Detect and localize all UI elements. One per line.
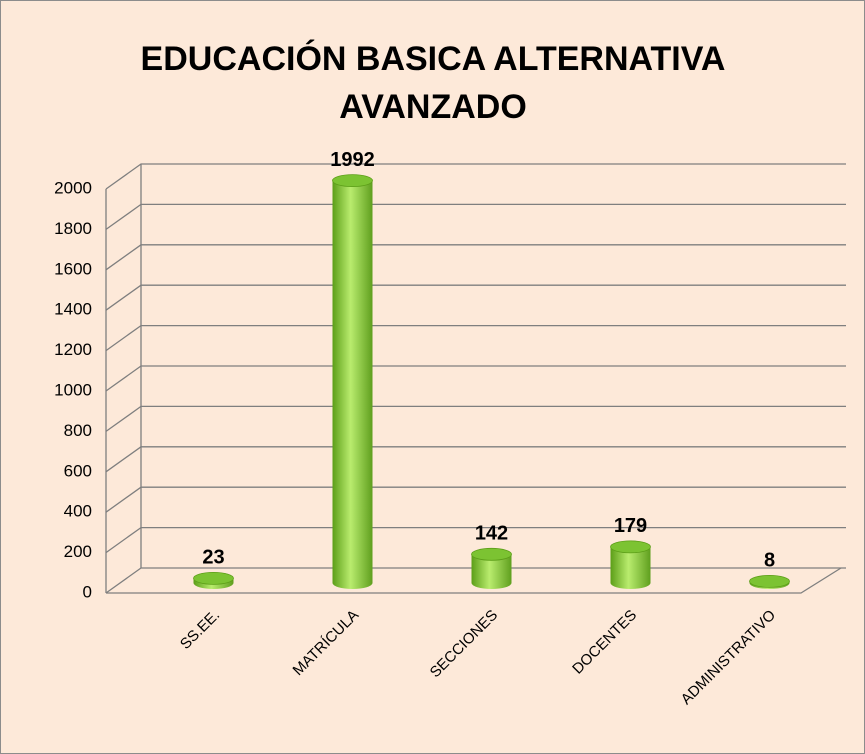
- y-tick-label: 2000: [54, 178, 92, 197]
- bar-body: [610, 546, 651, 589]
- grid-line: [105, 284, 846, 311]
- bar-top: [193, 571, 234, 585]
- y-tick-label: 600: [64, 461, 92, 480]
- y-tick-label: 800: [64, 421, 92, 440]
- grid-line: [105, 446, 846, 473]
- data-label: 23: [202, 547, 224, 569]
- bar: [193, 571, 234, 589]
- floor-edge: [106, 567, 842, 594]
- y-tick-label: 1800: [54, 219, 92, 238]
- grid-line: [105, 365, 846, 392]
- grid-line: [105, 486, 846, 513]
- bar: [332, 174, 373, 589]
- data-label: 179: [614, 515, 647, 537]
- y-tick-label: 400: [64, 502, 92, 521]
- data-label: 8: [764, 550, 775, 572]
- grid-line: [105, 324, 846, 352]
- chart-title: EDUCACIÓN BASICA ALTERNATIVA AVANZADO: [140, 40, 726, 126]
- y-tick-label: 200: [64, 542, 92, 561]
- grid-line: [105, 405, 846, 432]
- bar: [749, 574, 790, 589]
- grid-line: [105, 203, 846, 230]
- bar: [610, 540, 651, 589]
- bar-top: [749, 574, 790, 588]
- y-tick-label: 1400: [54, 300, 92, 319]
- data-label: 1992: [330, 149, 375, 171]
- y-tick-label: 1600: [54, 259, 92, 278]
- bar-top: [610, 540, 651, 554]
- bar-top: [332, 174, 373, 188]
- y-tick-label: 1000: [54, 380, 92, 399]
- x-tick-label: DOCENTES: [569, 607, 640, 678]
- bar: [471, 547, 512, 589]
- y-tick-label: 1200: [54, 340, 92, 359]
- x-tick-label: ADMINISTRATIVO: [678, 607, 779, 708]
- data-label: 142: [475, 523, 508, 545]
- grid-line: [105, 244, 846, 271]
- x-tick-label: MATRÍCULA: [290, 607, 363, 680]
- bar-top: [471, 547, 512, 561]
- y-tick-label: 0: [83, 582, 92, 601]
- x-tick-label: SS.EE.: [177, 607, 223, 653]
- bar-body: [471, 554, 512, 589]
- grid-line: [105, 526, 846, 554]
- grid-line: [105, 163, 846, 190]
- bar-body: [332, 180, 373, 589]
- x-tick-label: SECCIONES: [427, 607, 502, 682]
